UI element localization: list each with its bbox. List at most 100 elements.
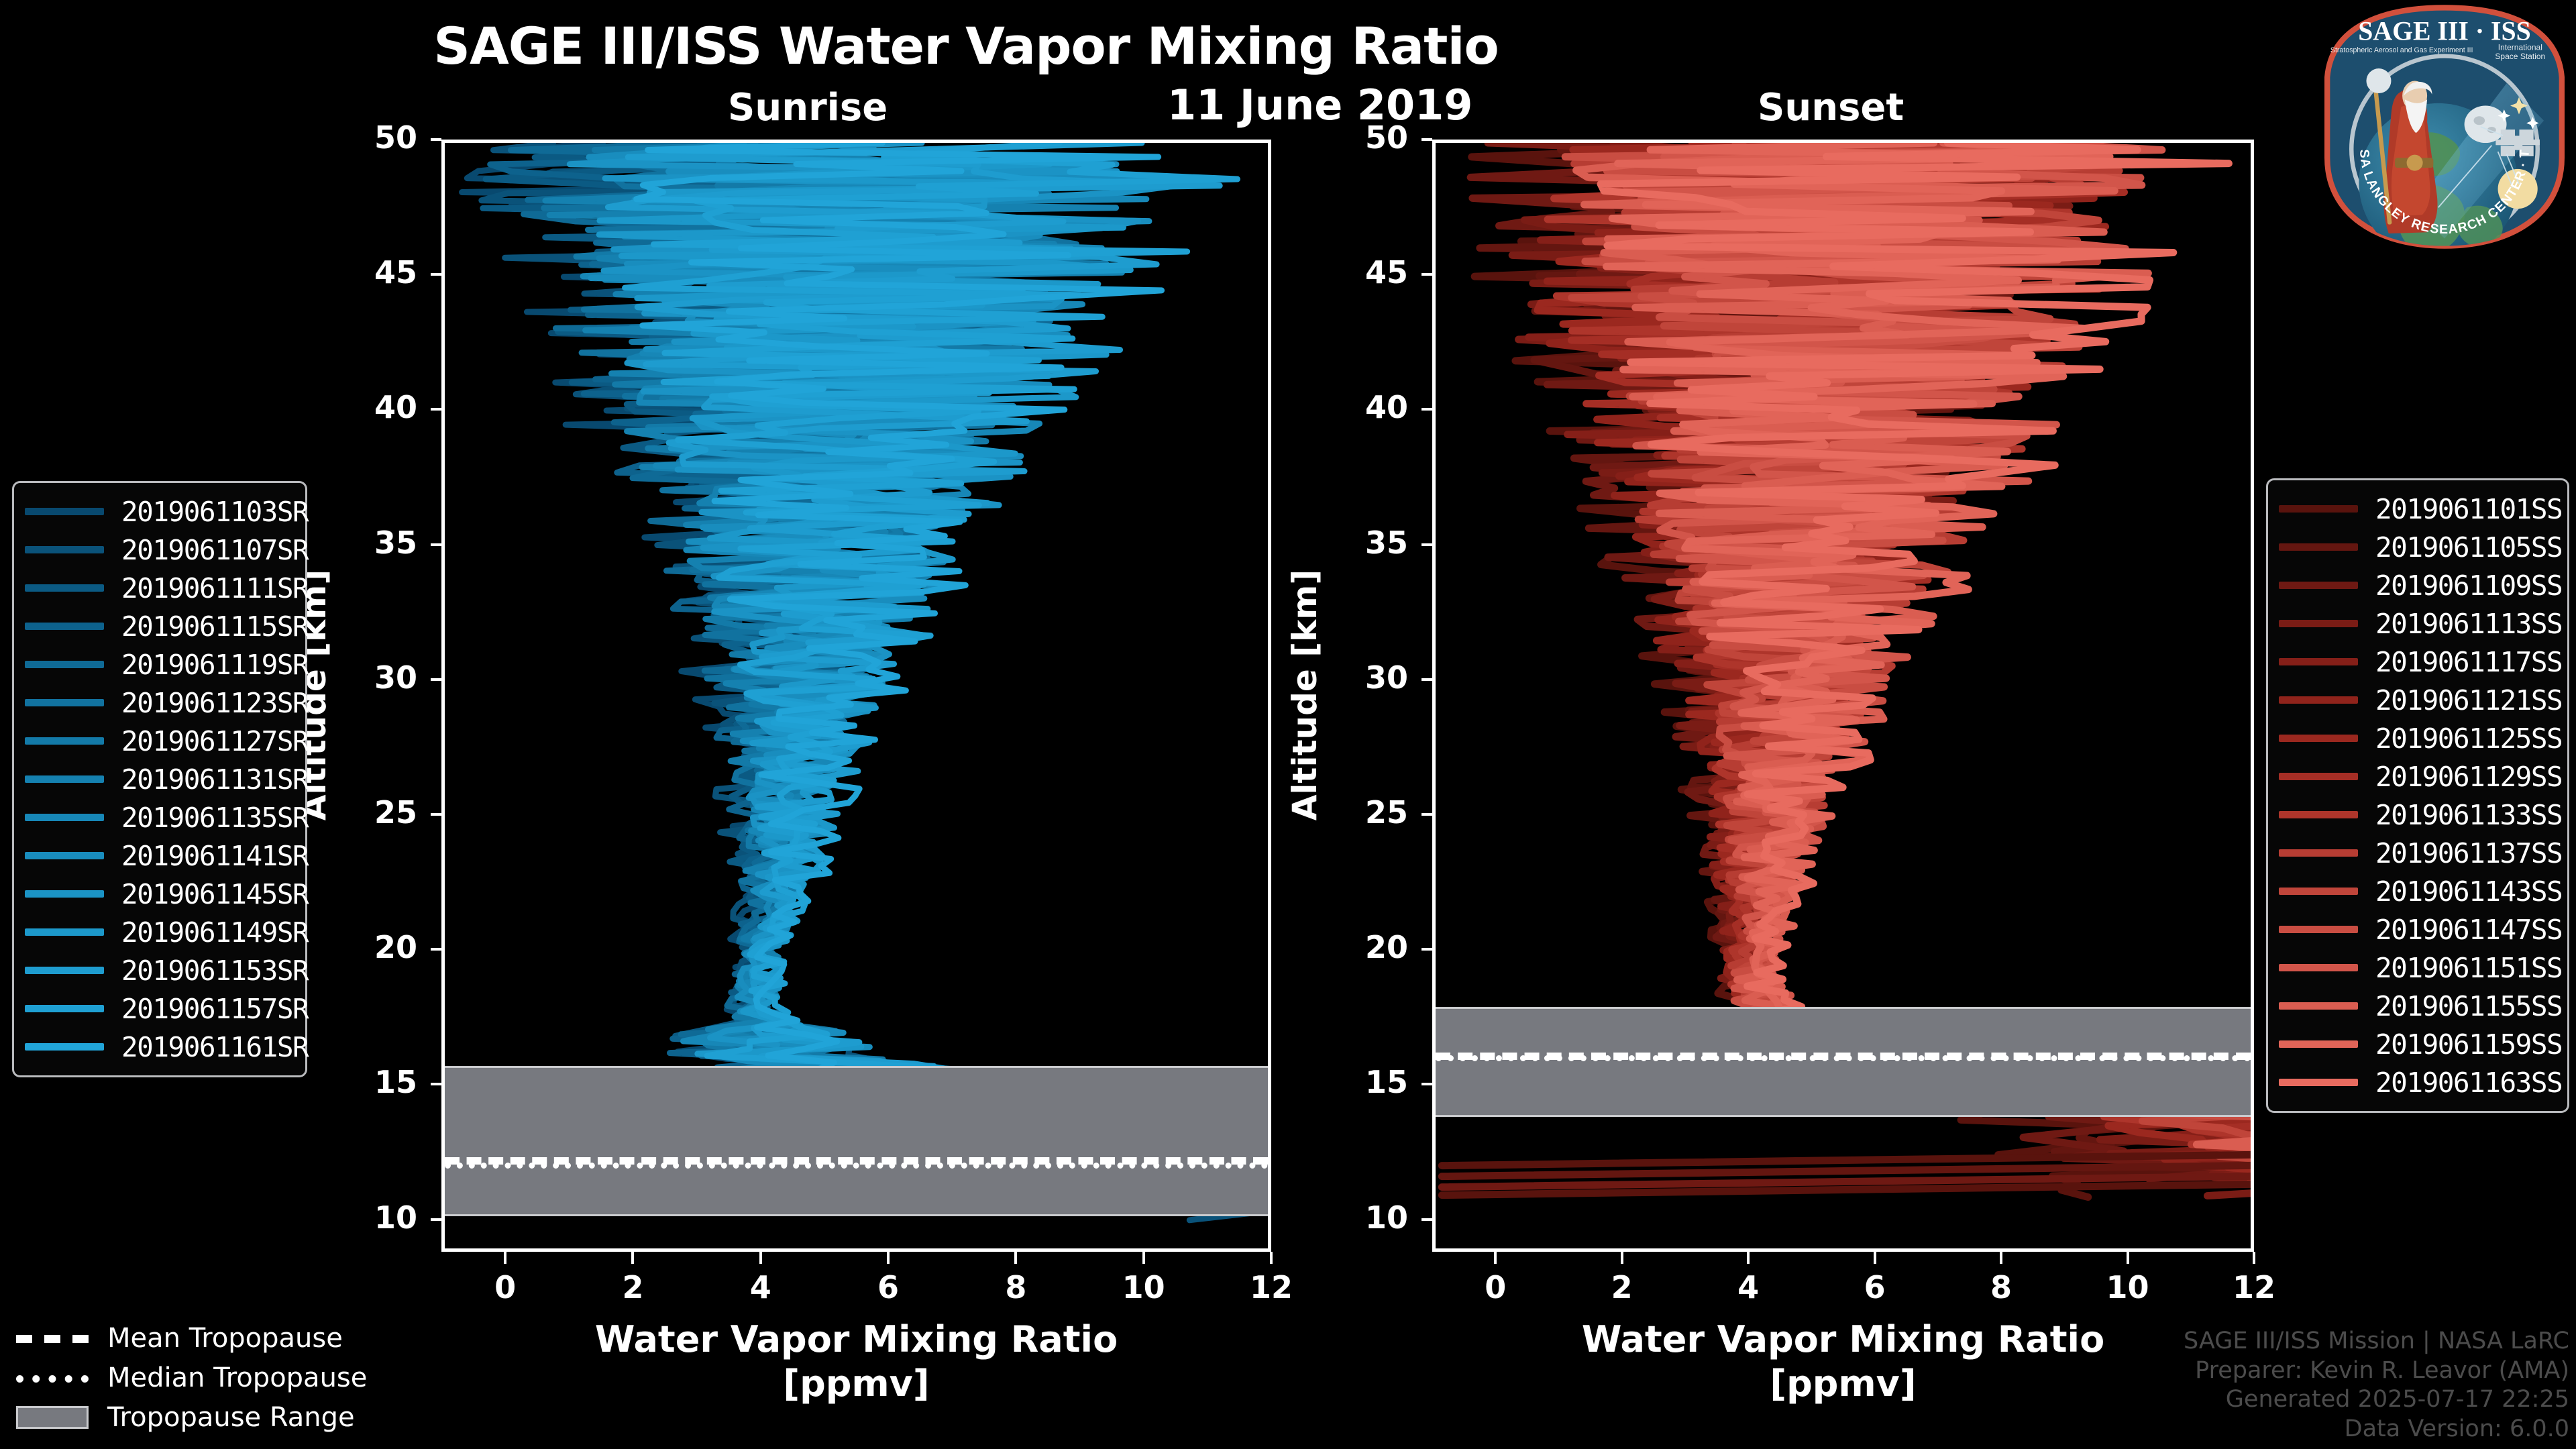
y-axis-tick-label: 45: [1364, 254, 1408, 291]
tropopause-range-band: [1436, 1007, 2251, 1117]
legend-item[interactable]: 2019061145SR: [25, 875, 309, 913]
legend-item[interactable]: 2019061123SR: [25, 684, 309, 722]
x-axis-tick-label: 4: [749, 1269, 771, 1305]
legend-item[interactable]: 2019061161SR: [25, 1028, 309, 1066]
legend-item[interactable]: 2019061129SS: [2279, 757, 2563, 796]
legend-item-label: 2019061161SR: [121, 1030, 309, 1063]
subtitle-row: Sunrise 11 June 2019 Sunset: [0, 80, 1932, 133]
y-axis-tick-mark: [1421, 408, 1432, 411]
legend-item[interactable]: 2019061133SS: [2279, 796, 2563, 834]
profile-curve: [1442, 1155, 2251, 1165]
legend-color-swatch: [25, 1043, 104, 1051]
y-axis-tick-label: 30: [374, 659, 417, 696]
x-axis-tick-label: 10: [2106, 1269, 2149, 1305]
credits-line: Preparer: Kevin R. Leavor (AMA): [2195, 1356, 2569, 1384]
y-axis-tick-label: 15: [374, 1064, 417, 1101]
logo-title: SAGE III · ISS: [2358, 16, 2531, 46]
legend-item-label: 2019061143SS: [2375, 875, 2563, 908]
legend-item[interactable]: 2019061141SR: [25, 837, 309, 875]
sunrise-legend[interactable]: 2019061103SR 2019061107SR 2019061111SR 2019…: [12, 481, 309, 1077]
profile-curve: [1442, 1184, 2251, 1195]
legend-item[interactable]: 2019061151SS: [2279, 949, 2563, 987]
x-axis-tick-label: 4: [1737, 1269, 1760, 1305]
x-axis-tick-mark: [1014, 1252, 1018, 1264]
legend-item[interactable]: 2019061157SR: [25, 989, 309, 1028]
mission-patch-graphic: SAGE III · ISS Stratospheric Aerosol and…: [2316, 3, 2565, 249]
sunrise-plot-area: [445, 143, 1268, 1248]
legend-item[interactable]: 2019061107SR: [25, 531, 309, 569]
legend-color-swatch: [25, 928, 104, 936]
legend-item-label: 2019061151SS: [2375, 951, 2563, 984]
legend-item-label: 2019061119SR: [121, 648, 309, 681]
y-axis-tick-label: 35: [374, 524, 417, 561]
dotted-line-key-icon: [16, 1371, 89, 1385]
y-axis-tick-label: 25: [1364, 794, 1408, 831]
legend-item[interactable]: 2019061147SS: [2279, 910, 2563, 949]
tropopause-legend-item: Tropopause Range: [16, 1397, 365, 1437]
legend-item-label: 2019061111SR: [121, 572, 309, 604]
sunset-legend[interactable]: 2019061101SS 2019061105SS 2019061109SS 2019…: [2266, 478, 2569, 1113]
legend-item[interactable]: 2019061131SR: [25, 760, 309, 798]
legend-item[interactable]: 2019061117SS: [2279, 643, 2563, 681]
legend-color-swatch: [25, 852, 104, 859]
legend-item[interactable]: 2019061149SR: [25, 913, 309, 951]
legend-item[interactable]: 2019061101SS: [2279, 490, 2563, 528]
tropopause-legend-item: Mean Tropopause: [16, 1318, 365, 1358]
legend-item-label: 2019061113SS: [2375, 607, 2563, 640]
legend-color-swatch: [25, 661, 104, 668]
y-axis-tick-label: 30: [1364, 659, 1408, 696]
legend-color-swatch: [2279, 926, 2358, 933]
y-axis-tick-label: 35: [1364, 524, 1408, 561]
credits-line: Data Version: 6.0.0: [2344, 1415, 2569, 1442]
legend-item[interactable]: 2019061111SR: [25, 569, 309, 607]
y-axis-tick-mark: [431, 1083, 441, 1086]
legend-item[interactable]: 2019061135SR: [25, 798, 309, 837]
legend-item[interactable]: 2019061143SS: [2279, 872, 2563, 910]
legend-item[interactable]: 2019061163SS: [2279, 1063, 2563, 1102]
tropopause-legend-label: Tropopause Range: [107, 1401, 355, 1433]
y-axis-tick-label: 10: [1364, 1199, 1408, 1236]
x-axis-tick-mark: [1620, 1252, 1623, 1264]
y-axis-tick-mark: [431, 273, 441, 276]
y-axis-tick-mark: [1421, 1218, 1432, 1221]
legend-item[interactable]: 2019061103SR: [25, 492, 309, 531]
legend-color-swatch: [2279, 582, 2358, 589]
legend-item-label: 2019061127SR: [121, 724, 309, 757]
legend-color-swatch: [25, 967, 104, 974]
y-axis-tick-label: 20: [1364, 929, 1408, 966]
legend-item-label: 2019061121SS: [2375, 684, 2563, 716]
sunset-plot-area: [1436, 143, 2251, 1248]
sunrise-plot-frame: [441, 140, 1271, 1252]
legend-item[interactable]: 2019061153SR: [25, 951, 309, 989]
legend-item-label: 2019061155SS: [2375, 989, 2563, 1022]
x-axis-tick-label: 6: [1864, 1269, 1886, 1305]
x-axis-tick-label: 6: [877, 1269, 900, 1305]
legend-item-label: 2019061149SR: [121, 916, 309, 949]
y-axis-title: Altitude [km]: [1285, 569, 1324, 821]
profile-curve: [637, 143, 1268, 1196]
y-axis-tick-label: 20: [374, 929, 417, 966]
legend-item[interactable]: 2019061109SS: [2279, 566, 2563, 604]
legend-item[interactable]: 2019061159SS: [2279, 1025, 2563, 1063]
mean-tropopause-line: [445, 1157, 1268, 1165]
legend-item-label: 2019061105SS: [2375, 531, 2563, 564]
y-axis-tick-label: 40: [374, 389, 417, 426]
legend-item[interactable]: 2019061105SS: [2279, 528, 2563, 566]
band-swatch-icon: [16, 1405, 89, 1429]
legend-item[interactable]: 2019061115SR: [25, 607, 309, 645]
legend-item[interactable]: 2019061121SS: [2279, 681, 2563, 719]
dashed-line-key-icon: [16, 1331, 89, 1346]
legend-item[interactable]: 2019061125SS: [2279, 719, 2563, 757]
legend-item[interactable]: 2019061113SS: [2279, 604, 2563, 643]
y-axis-tick-mark: [431, 1218, 441, 1221]
x-axis-tick-mark: [887, 1252, 890, 1264]
legend-color-swatch: [2279, 620, 2358, 627]
x-axis-tick-label: 10: [1122, 1269, 1165, 1305]
page-title: SAGE III/ISS Water Vapor Mixing Ratio: [433, 16, 1499, 76]
legend-item[interactable]: 2019061127SR: [25, 722, 309, 760]
x-axis-tick-mark: [1873, 1252, 1876, 1264]
legend-item[interactable]: 2019061155SS: [2279, 987, 2563, 1025]
legend-item[interactable]: 2019061119SR: [25, 645, 309, 684]
legend-item[interactable]: 2019061137SS: [2279, 834, 2563, 872]
legend-item-label: 2019061153SR: [121, 954, 309, 987]
